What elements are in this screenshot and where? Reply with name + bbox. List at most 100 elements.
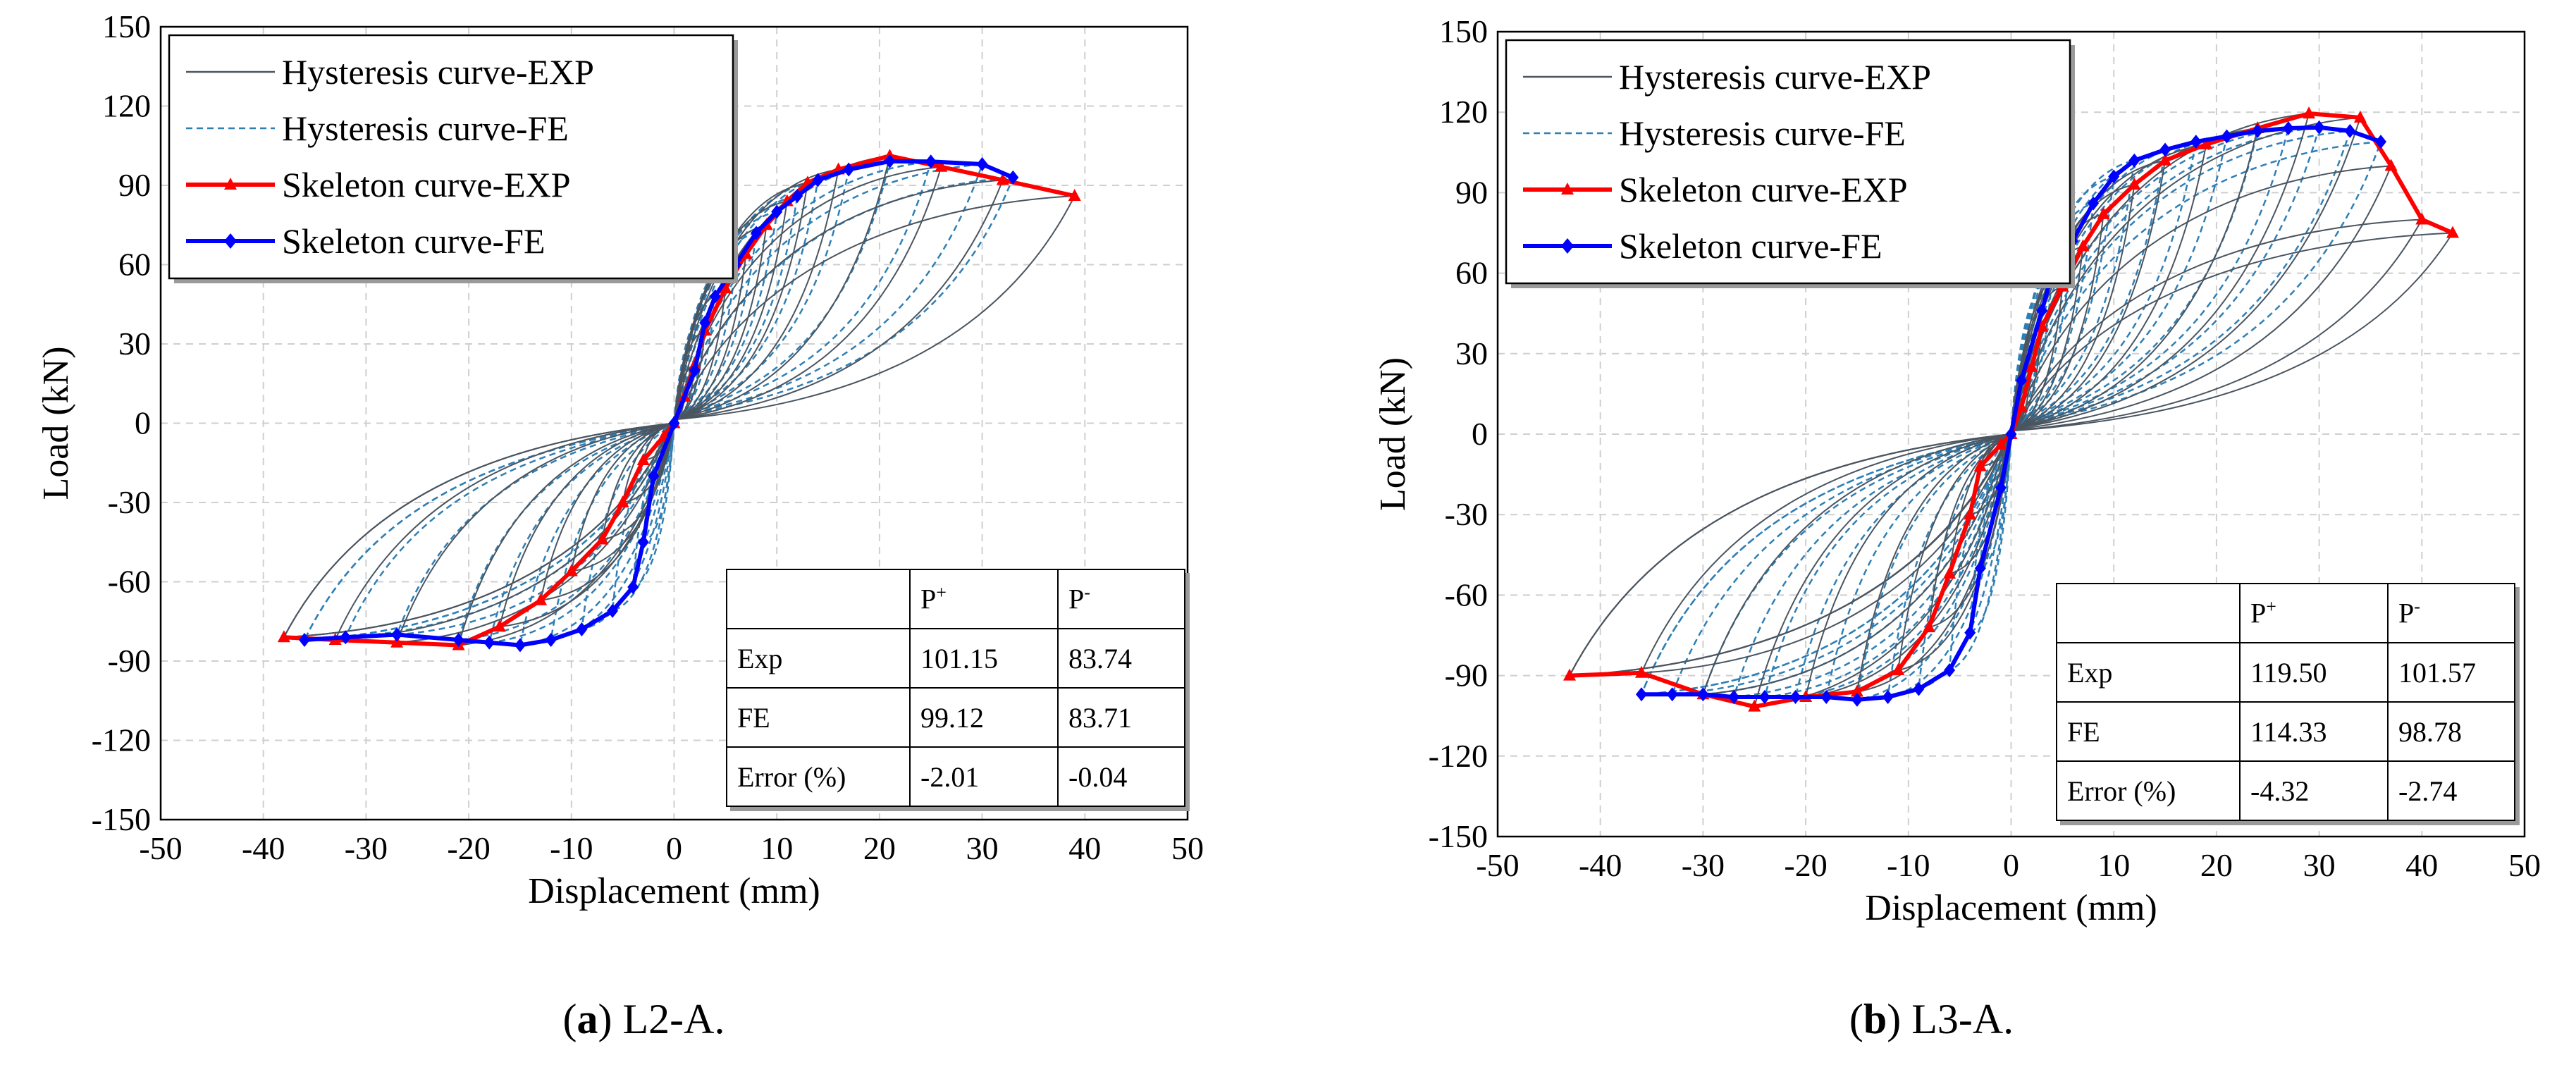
skeleton-fe-point xyxy=(2221,129,2233,144)
y-tick-label: 60 xyxy=(1455,255,1488,291)
x-tick-label: 10 xyxy=(2097,847,2130,883)
hysteresis-fe-loop xyxy=(1968,271,2054,634)
table-header-pminus: P- xyxy=(2387,583,2515,643)
skeleton-fe-point xyxy=(637,535,649,550)
caption-text: L3-A. xyxy=(1911,996,2014,1042)
y-tick-label: -90 xyxy=(1445,658,1488,693)
skeleton-fe-point xyxy=(298,633,310,647)
y-tick-label: -120 xyxy=(92,722,151,758)
legend-label: Skeleton curve-FE xyxy=(282,221,546,261)
skeleton-exp-point xyxy=(636,453,650,465)
skeleton-exp-point xyxy=(534,593,548,605)
skeleton-fe-point xyxy=(668,416,680,431)
skeleton-fe-point xyxy=(1995,481,2007,495)
skeleton-exp-point xyxy=(1922,620,1935,633)
skeleton-fe-point xyxy=(2016,373,2028,388)
table-row: Exp 119.50 101.57 xyxy=(2056,642,2515,703)
table-header-pminus: P- xyxy=(1057,569,1185,629)
skeleton-fe-point xyxy=(1820,690,1832,705)
table-cell: 99.12 xyxy=(909,687,1059,748)
skeleton-fe-point xyxy=(771,204,783,219)
skeleton-fe-point xyxy=(2282,121,2294,136)
table-cell: Exp xyxy=(726,628,911,689)
skeleton-exp-point xyxy=(1748,699,1761,712)
skeleton-exp-point xyxy=(1634,665,1648,678)
skeleton-exp-point xyxy=(2446,226,2460,238)
table-cell: 101.15 xyxy=(909,628,1059,689)
skeleton-fe-point xyxy=(607,603,619,618)
x-tick-label: 20 xyxy=(863,830,896,866)
skeleton-fe-point xyxy=(2128,153,2140,168)
skeleton-exp-line xyxy=(1569,111,2454,709)
skeleton-fe-point xyxy=(1007,170,1019,185)
x-tick-label: -40 xyxy=(242,830,285,866)
chart-panel-b: -50 -40 -30 -20 -10 0 10 20 30 40 50 150 120 90 60 30 0 -… xyxy=(1288,0,2575,1067)
legend-label: Skeleton curve-FE xyxy=(1619,226,1882,266)
x-tick-label: 30 xyxy=(966,830,999,866)
table-row: Error (%) -4.32 -2.74 xyxy=(2056,760,2515,821)
y-tick-label: 90 xyxy=(1455,174,1488,210)
skeleton-fe-point xyxy=(2344,123,2356,138)
chart-panel-a: -50 -40 -30 -20 -10 0 10 20 30 40 50 150 120 90 60 30 0 -… xyxy=(36,8,1204,1042)
x-tick-label: 40 xyxy=(2405,847,2438,883)
y-axis-label: Load (kN) xyxy=(36,346,76,500)
table-cell: -0.04 xyxy=(1057,746,1185,807)
table-cell: 119.50 xyxy=(2239,642,2389,703)
legend-label: Hysteresis curve-FE xyxy=(282,109,569,148)
skeleton-fe-point xyxy=(751,226,763,240)
skeleton-fe-point xyxy=(689,363,701,378)
skeleton-fe-point xyxy=(2108,169,2120,184)
y-tick-label: 30 xyxy=(118,326,151,362)
table-cell: -2.01 xyxy=(909,746,1059,807)
comparison-table-a: P+ P- Exp 101.15 83.74 FE 99.12 83.71 Er… xyxy=(726,569,1185,807)
skeleton-fe-point xyxy=(812,173,824,187)
y-tick-label: -150 xyxy=(1429,818,1488,854)
y-tick-label: 30 xyxy=(1455,335,1488,371)
figure-caption-a: (a) L2-A. xyxy=(562,996,725,1042)
y-axis-label: Load (kN) xyxy=(1373,357,1413,511)
figure-caption-b: (b) L3-A. xyxy=(1849,996,2014,1042)
table-cell: Error (%) xyxy=(726,746,911,807)
caption-text: L2-A. xyxy=(622,996,725,1042)
skeleton-exp-point xyxy=(1994,438,2007,450)
hysteresis-fe-loop xyxy=(488,178,820,644)
skeleton-fe-point xyxy=(627,580,639,594)
skeleton-fe-point xyxy=(1882,690,1894,705)
table-cell: FE xyxy=(2056,701,2241,762)
table-cell: 83.74 xyxy=(1057,628,1185,689)
plot-frame xyxy=(1496,30,2526,838)
panel-label: b xyxy=(1863,996,1887,1042)
y-tick-label: -60 xyxy=(1445,576,1488,612)
legend-label: Hysteresis curve-EXP xyxy=(282,52,594,92)
skeleton-fe-point xyxy=(699,316,711,330)
legend-marker xyxy=(224,233,237,249)
skeleton-fe-point xyxy=(2313,120,2325,135)
skeleton-exp-point xyxy=(719,281,732,294)
x-tick-label: -20 xyxy=(1784,847,1827,883)
skeleton-exp-point xyxy=(2015,400,2028,412)
skeleton-exp-point xyxy=(565,564,578,576)
table-header-pplus: P+ xyxy=(909,569,1059,629)
chart-svg-a: -50 -40 -30 -20 -10 0 10 20 30 40 50 150 120 90 60 30 0 -… xyxy=(36,8,1204,911)
skeleton-fe-point xyxy=(884,154,896,168)
x-tick-label: -50 xyxy=(139,830,182,866)
skeleton-fe-point xyxy=(1635,687,1647,702)
x-tick-label: -30 xyxy=(345,830,388,866)
table-cell: Error (%) xyxy=(2056,760,2241,821)
table-header-pplus: P+ xyxy=(2239,583,2389,643)
skeleton-exp-point xyxy=(1563,668,1576,681)
skeleton-exp-point xyxy=(616,495,629,507)
table-cell: 101.57 xyxy=(2387,642,2515,703)
table-cell: Exp xyxy=(2056,642,2241,703)
x-tick-label: 0 xyxy=(666,830,682,866)
skeleton-fe-point xyxy=(483,635,495,650)
skeleton-fe-point xyxy=(791,189,803,203)
table-row: Error (%) -2.01 -0.04 xyxy=(726,746,1185,807)
y-tick-label: 120 xyxy=(102,88,151,124)
skeleton-fe-point xyxy=(2375,135,2387,149)
skeleton-fe-point xyxy=(709,289,721,304)
x-tick-label: 0 xyxy=(2003,847,2019,883)
comparison-table-b: P+ P- Exp 119.50 101.57 FE 114.33 98.78 … xyxy=(2056,583,2515,821)
legend-label: Hysteresis curve-FE xyxy=(1619,113,1906,153)
y-tick-label: -30 xyxy=(1445,496,1488,532)
